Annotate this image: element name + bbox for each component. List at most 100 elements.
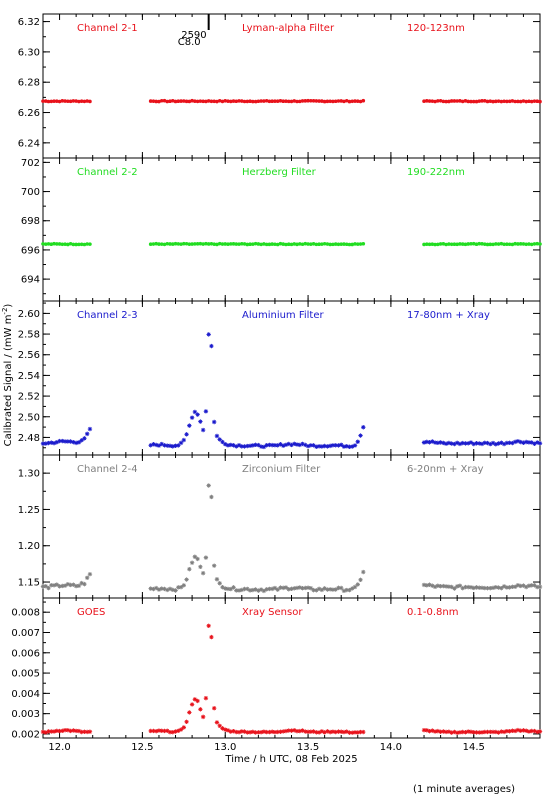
- data-point: [479, 730, 485, 735]
- data-point: [314, 99, 319, 103]
- data-point: [427, 728, 432, 734]
- data-point: [156, 443, 162, 448]
- data-point: [60, 728, 65, 734]
- data-point: [189, 415, 195, 420]
- data-point: [339, 242, 344, 246]
- y-tick-label: 6.30: [18, 47, 40, 58]
- data-point: [308, 729, 314, 734]
- data-point: [250, 729, 256, 735]
- data-point: [256, 730, 261, 735]
- data-point: [454, 440, 460, 446]
- data-point: [352, 730, 358, 735]
- data-point: [272, 443, 278, 448]
- y-tick-label: 694: [21, 275, 40, 286]
- data-point: [51, 440, 57, 446]
- data-point: [148, 99, 153, 103]
- data-point: [485, 242, 490, 247]
- data-point: [273, 99, 277, 103]
- data-point: [510, 242, 515, 247]
- data-point: [256, 588, 261, 593]
- data-point: [62, 439, 68, 444]
- data-point: [242, 444, 247, 449]
- data-point: [330, 729, 336, 734]
- data-point: [352, 584, 358, 590]
- data-point: [247, 443, 253, 449]
- data-point: [518, 728, 523, 733]
- data-point: [234, 588, 239, 593]
- data-point: [490, 440, 496, 446]
- data-point: [507, 99, 512, 104]
- data-point: [361, 729, 366, 735]
- data-point: [223, 442, 228, 447]
- data-point: [234, 99, 239, 104]
- data-point: [148, 443, 153, 448]
- data-point: [211, 563, 217, 568]
- data-point: [421, 582, 427, 588]
- data-point: [170, 98, 175, 103]
- data-point: [292, 242, 297, 246]
- data-point: [170, 444, 175, 449]
- data-point: [537, 441, 543, 446]
- data-point: [463, 730, 468, 735]
- data-point: [223, 242, 228, 246]
- data-point: [501, 441, 507, 447]
- data-point: [308, 585, 314, 591]
- data-point: [66, 99, 70, 104]
- data-point: [74, 99, 78, 103]
- data-point: [355, 439, 360, 444]
- data-point: [43, 441, 48, 446]
- data-point: [535, 241, 540, 246]
- data-point: [452, 441, 457, 447]
- data-point: [466, 242, 471, 246]
- data-point: [73, 440, 79, 446]
- data-point: [474, 730, 479, 735]
- data-point: [438, 242, 443, 246]
- data-point: [192, 697, 198, 702]
- data-point: [333, 443, 338, 448]
- data-point: [41, 242, 45, 246]
- data-point: [460, 585, 465, 591]
- data-point: [460, 440, 465, 446]
- data-point: [432, 440, 438, 445]
- data-point: [272, 585, 278, 591]
- data-point: [292, 728, 297, 733]
- data-point: [87, 571, 93, 577]
- data-point: [488, 441, 493, 447]
- data-point: [358, 729, 363, 735]
- data-point: [488, 99, 493, 103]
- data-point: [480, 242, 484, 246]
- data-point: [209, 634, 214, 640]
- data-point: [242, 99, 247, 104]
- data-point: [350, 730, 355, 735]
- data-point: [496, 99, 501, 103]
- data-point: [316, 444, 322, 449]
- panel-filter-label: Xray Sensor: [242, 607, 303, 618]
- data-point: [281, 729, 286, 734]
- data-point: [353, 242, 357, 246]
- data-point: [463, 99, 468, 103]
- data-point: [286, 99, 291, 104]
- data-point: [358, 577, 363, 583]
- data-point: [82, 242, 87, 247]
- data-point: [430, 583, 435, 588]
- data-point: [433, 242, 437, 247]
- data-point: [84, 575, 90, 580]
- data-point: [228, 99, 233, 104]
- data-point: [361, 98, 366, 103]
- data-point: [226, 99, 230, 103]
- data-point: [433, 99, 437, 104]
- data-point: [427, 99, 432, 103]
- data-point: [173, 588, 178, 593]
- data-point: [275, 443, 280, 448]
- data-point: [347, 99, 352, 104]
- data-point: [358, 433, 363, 438]
- data-point: [189, 560, 195, 565]
- panel-band-label: 17-80nm + Xray: [407, 310, 490, 321]
- data-point: [457, 583, 463, 588]
- data-point: [193, 242, 197, 246]
- data-point: [295, 99, 299, 104]
- data-point: [157, 242, 161, 246]
- data-point: [225, 586, 231, 592]
- data-point: [355, 730, 360, 735]
- data-point: [267, 242, 272, 247]
